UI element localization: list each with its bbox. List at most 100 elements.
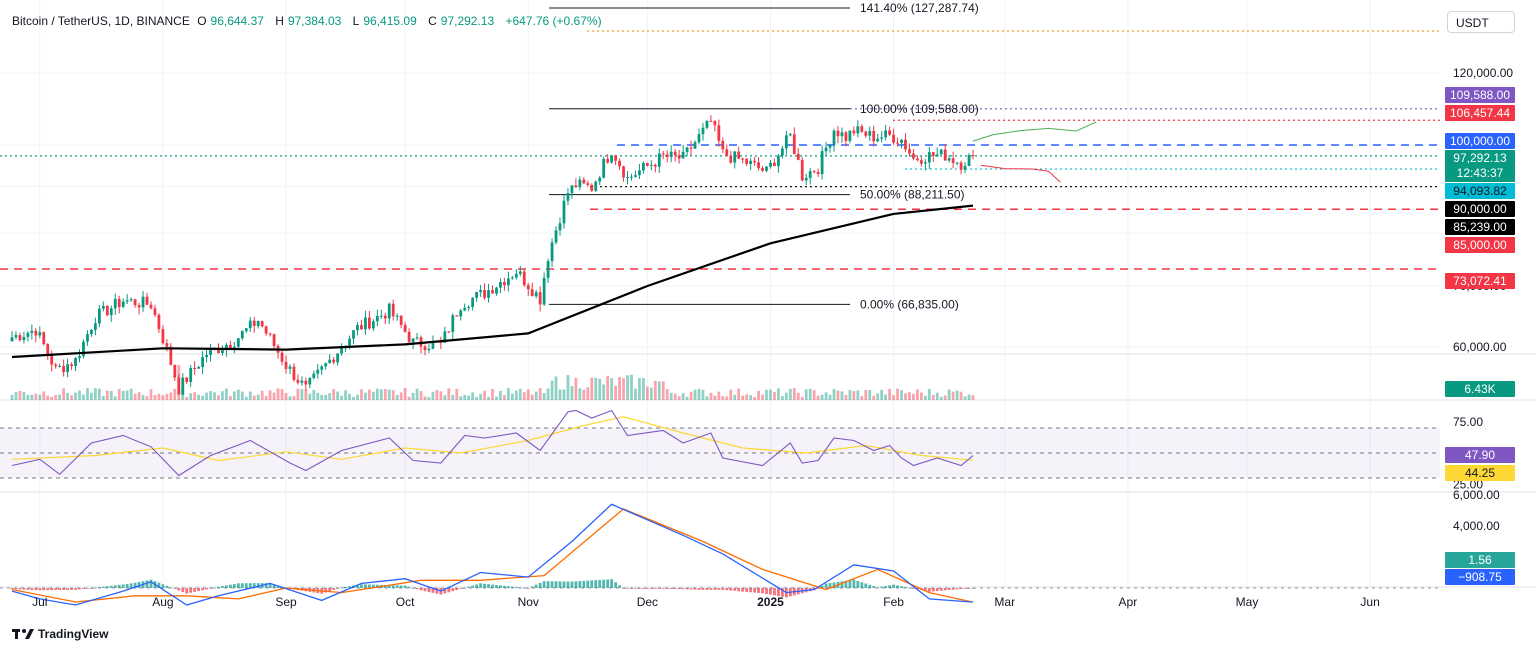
candle-body — [808, 171, 812, 178]
macd-histogram-bar — [574, 581, 578, 588]
candle-body — [483, 289, 486, 298]
fib-level-label: 100.00% (109,588.00) — [860, 102, 979, 116]
candle-body — [229, 344, 232, 349]
volume-bar — [661, 381, 665, 400]
candle-body — [912, 153, 915, 159]
macd-histogram-bar — [149, 579, 153, 588]
candle-body — [58, 365, 62, 367]
macd-histogram-bar — [927, 588, 931, 592]
macd-histogram-bar — [824, 583, 828, 588]
volume-bar — [602, 384, 606, 400]
volume-bar — [800, 396, 804, 400]
candle-body — [399, 315, 403, 325]
macd-histogram-bar — [896, 585, 899, 588]
macd-histogram-bar — [598, 579, 602, 588]
macd-histogram-bar — [931, 588, 935, 592]
volume-bar — [638, 378, 641, 400]
candle-body — [864, 131, 868, 136]
candle-body — [860, 126, 864, 132]
volume-bar — [451, 394, 455, 400]
volume-bar — [165, 394, 169, 400]
macd-histogram-bar — [133, 582, 137, 588]
volume-bar — [769, 389, 772, 400]
volume-bar — [812, 390, 816, 400]
macd-histogram-bar — [443, 588, 447, 594]
rsi-ma-line — [11, 416, 974, 462]
macd-histogram-bar — [769, 588, 772, 595]
level-tag-73072: 73,072.41 — [1453, 274, 1507, 288]
volume-bar — [399, 392, 403, 400]
macd-histogram-bar — [773, 588, 776, 596]
macd-histogram-bar — [912, 588, 915, 589]
candle-body — [109, 308, 113, 316]
macd-histogram-bar — [256, 583, 260, 588]
candle-body — [598, 177, 602, 182]
volume-bar — [300, 389, 304, 400]
price-axis[interactable]: 60,000.0070,000.00120,000.0025.0075.004,… — [1453, 66, 1513, 533]
volume-bar — [296, 388, 300, 400]
rsi-tag: 47.90 — [1465, 448, 1495, 462]
volume-bar — [749, 395, 753, 400]
volume-bar — [967, 394, 971, 400]
macd-histogram-bar — [943, 588, 947, 591]
candle-body — [649, 164, 653, 166]
macd-histogram-bar — [229, 584, 232, 588]
time-axis[interactable]: Jul Aug Sep Oct Nov Dec 2025 Feb Mar Apr May Jun — [32, 595, 1380, 609]
tradingview-logo[interactable]: TradingView — [12, 627, 108, 641]
macd-histogram-bar — [145, 580, 149, 588]
rsi-ma-tag-bg — [1445, 465, 1515, 481]
volume-bar — [904, 393, 907, 400]
candle-body — [888, 130, 891, 135]
macd-histogram-bar — [864, 583, 868, 588]
candle-body — [836, 130, 840, 137]
candle-body — [868, 131, 872, 136]
candle-body — [232, 346, 236, 349]
macd-histogram-bar — [606, 579, 610, 588]
volume-bar — [375, 388, 379, 400]
volume-bar — [157, 393, 161, 400]
volume-bar — [161, 395, 165, 400]
macd-histogram-bar — [614, 582, 617, 588]
volume-bar — [14, 392, 18, 400]
volume-bar — [923, 395, 927, 400]
volume-bar — [189, 393, 193, 400]
symbol-title[interactable]: Bitcoin / TetherUS, 1D, BINANCE — [12, 14, 190, 28]
volume-bar — [935, 392, 939, 400]
fibonacci-retracement[interactable]: 141.40% (127,287.74) 100.00% (109,588.00)… — [549, 1, 979, 311]
volume-bar — [407, 396, 411, 400]
horizontal-levels — [0, 30, 1440, 270]
volume-bar — [288, 396, 292, 400]
macd-histogram-bar — [538, 582, 542, 588]
macd-histogram-bar — [209, 588, 212, 589]
volume-bar — [919, 392, 923, 400]
macd-histogram-bar — [534, 584, 538, 588]
candle-body — [657, 153, 661, 167]
macd-histogram-bar — [713, 588, 717, 590]
candle-body — [260, 321, 264, 327]
currency-button[interactable]: USDT — [1447, 11, 1515, 33]
candle-body — [78, 356, 81, 359]
volume-bar — [30, 394, 34, 400]
candle-body — [642, 163, 645, 171]
macd-histogram-bar — [828, 582, 832, 588]
macd-histogram-bar — [737, 588, 741, 592]
volume-bar — [467, 395, 471, 400]
macd-histogram-bar — [113, 585, 117, 588]
macd-histogram-bar — [638, 588, 641, 589]
candle-body — [705, 120, 709, 128]
macd-hist-tag: 1.56 — [1468, 553, 1492, 567]
macd-histogram-bar — [38, 588, 42, 591]
macd-histogram-bar — [594, 580, 598, 588]
macd-histogram-bar — [161, 584, 165, 588]
macd-histogram-bar — [634, 588, 637, 589]
candle-body — [959, 162, 963, 170]
legend-header: Bitcoin / TetherUS, 1D, BINANCE O 96,644.… — [12, 14, 606, 28]
macd-histogram-bar — [276, 585, 280, 588]
candle-body — [431, 341, 435, 349]
candle-body — [10, 337, 14, 342]
macd-histogram-bar — [86, 588, 89, 589]
price-tick-label: 60,000.00 — [1453, 340, 1507, 354]
countdown-tag: 12:43:37 — [1457, 166, 1504, 180]
volume-bar — [336, 391, 340, 400]
